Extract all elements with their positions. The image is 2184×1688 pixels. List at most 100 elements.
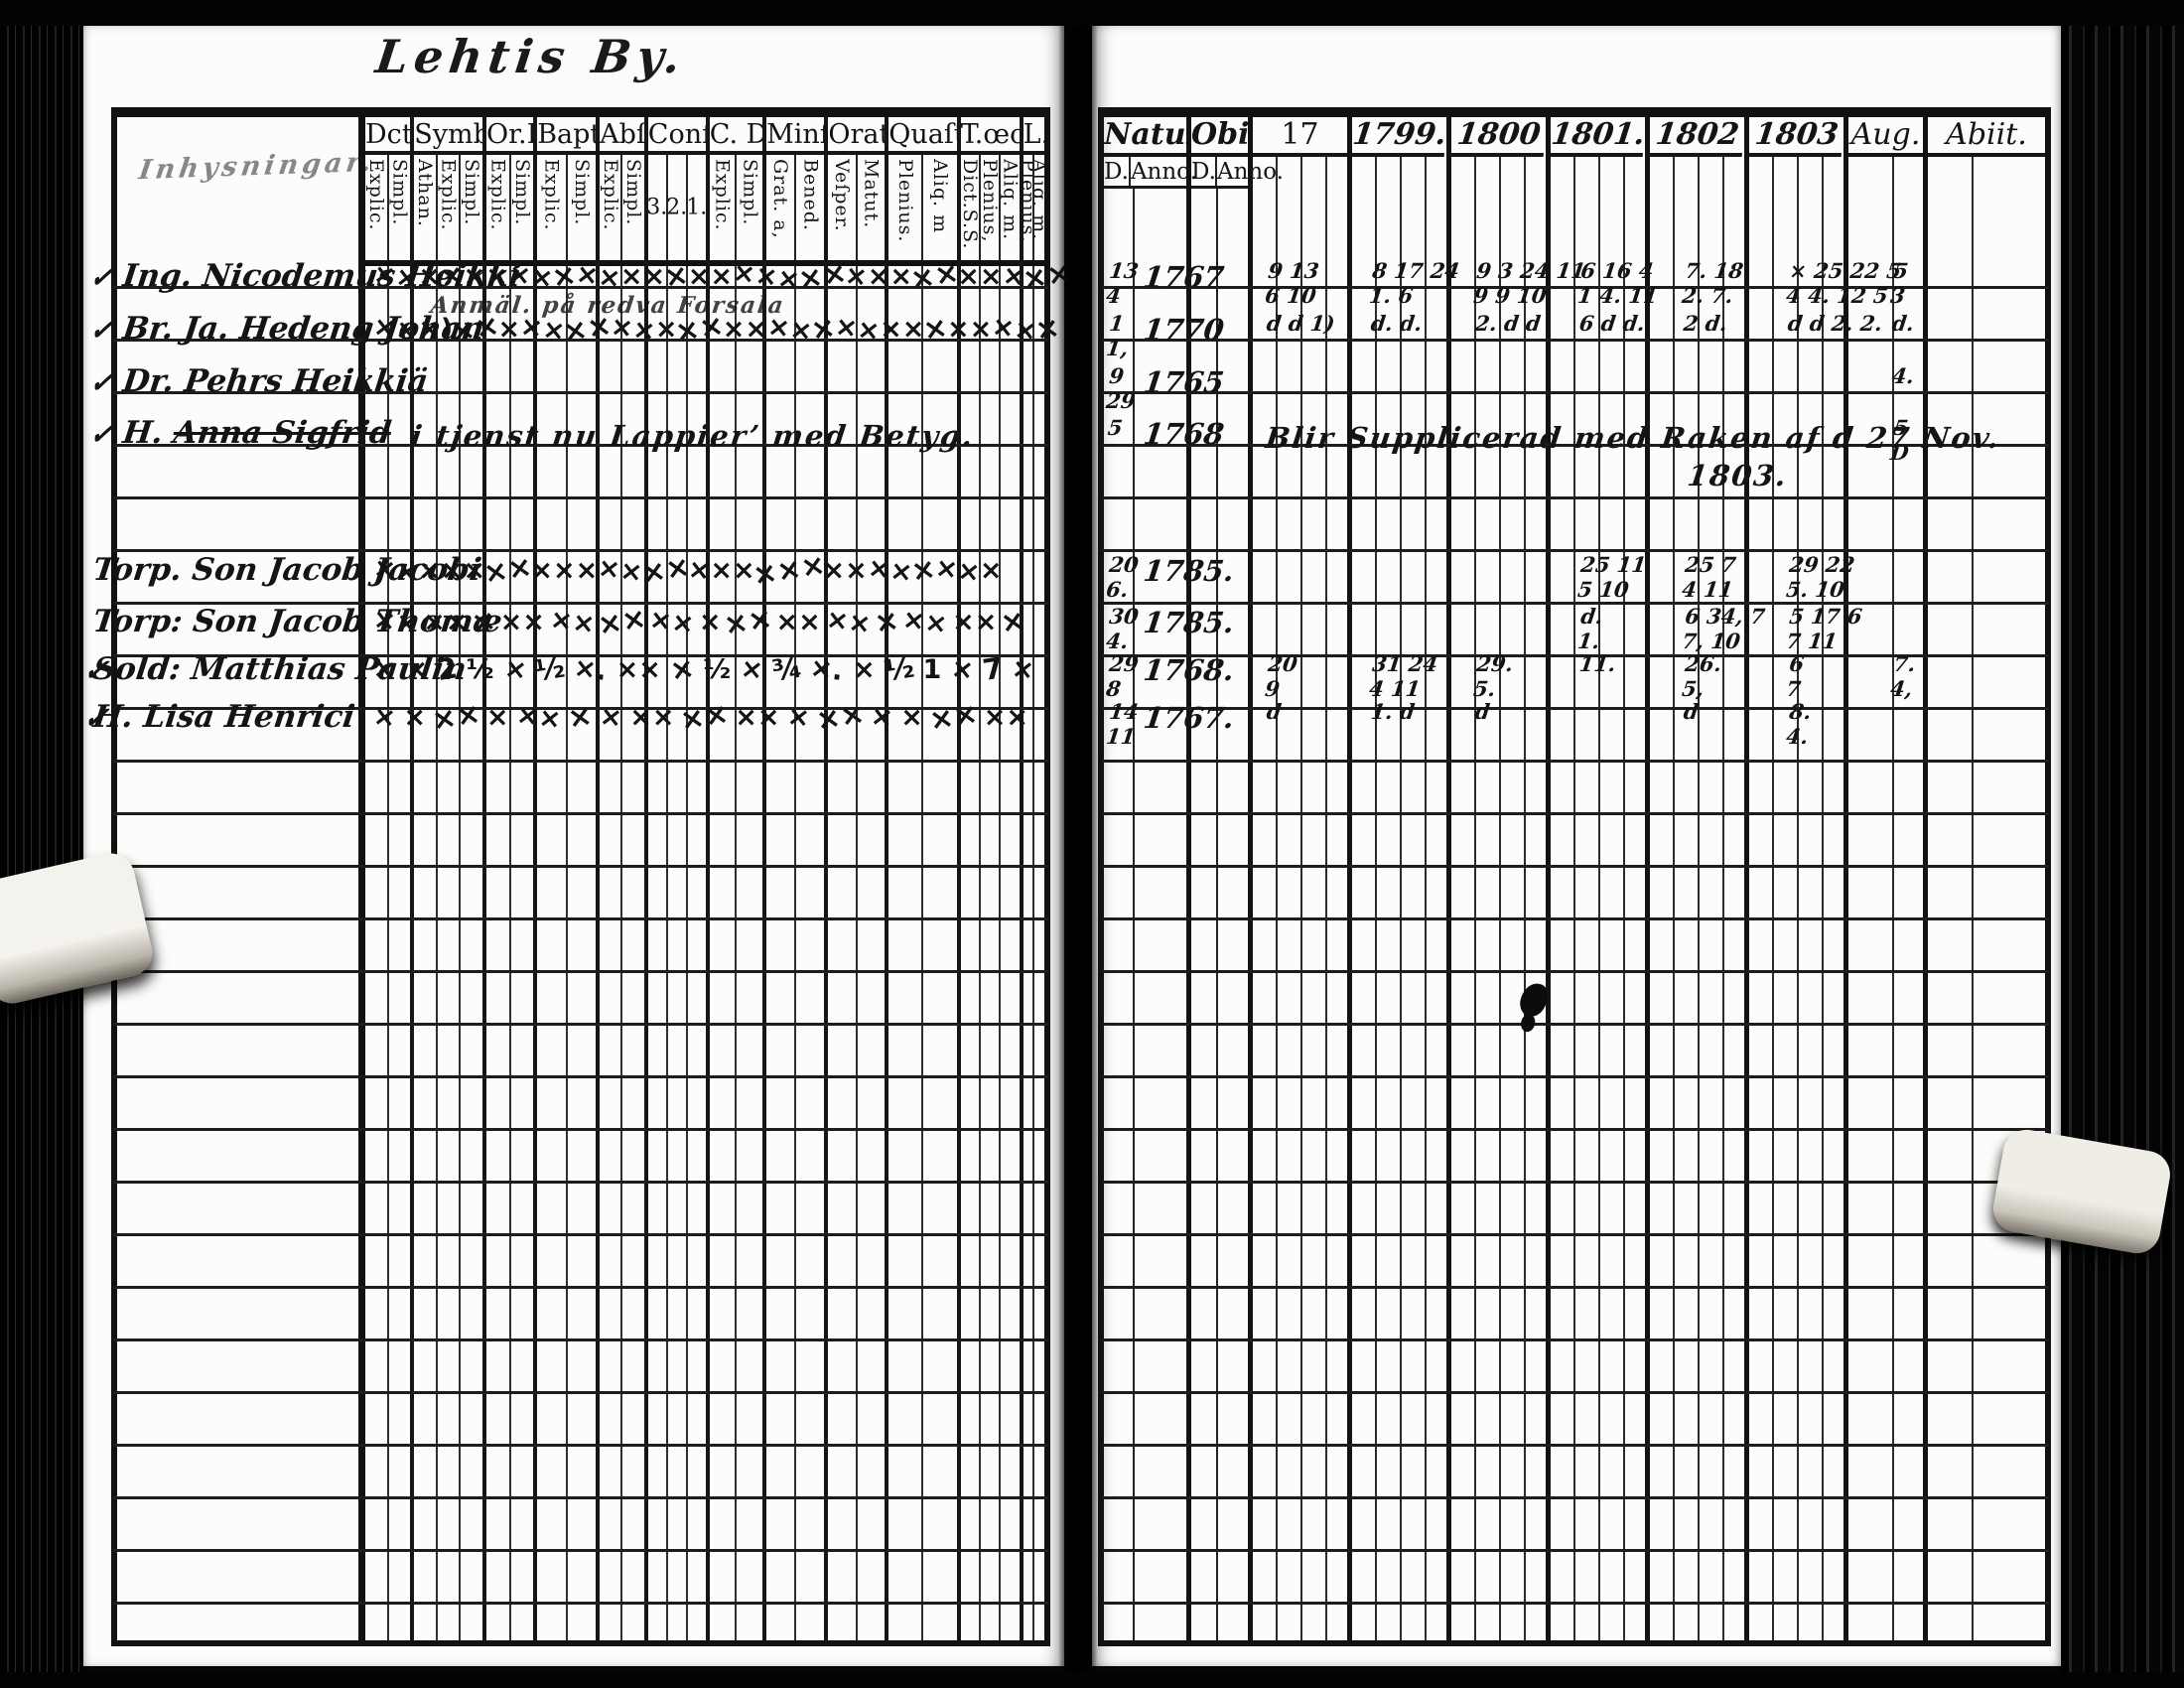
column-group-tc: T.œc. Dict.S.S.Plenius,Aliq. m.: [960, 117, 1024, 1640]
column-subheaders: Veſper. Matut.: [828, 155, 886, 266]
subcolumn-label: 2.: [667, 195, 688, 220]
column-group-conf: Conf.3.2.1.: [647, 117, 710, 1640]
column-group-label: C. D.: [709, 117, 763, 155]
row-checkmark: ✓: [80, 701, 111, 736]
column-body: [1024, 266, 1044, 1640]
grid-cell: [568, 266, 596, 1640]
obiit-column-sublabels: D. Anno.: [1191, 157, 1284, 189]
column-body: [486, 266, 533, 1640]
subcolumn-label: Explic.: [600, 159, 621, 231]
subcolumn-label: Explic.: [437, 159, 460, 231]
abiit-column-body: [1928, 157, 2045, 1640]
natus-column-sub-anno: Anno.: [1130, 159, 1197, 185]
subcolumn: Veſper.: [828, 155, 858, 260]
column-body: [648, 266, 706, 1640]
column-group-l: L. Plenius,Aliq. m.: [1023, 117, 1044, 1640]
column-body: [888, 266, 957, 1640]
right-page: Natus.D.Anno.Obiit.D.Anno.171799.1800180…: [1092, 26, 2061, 1666]
grid-cell: [461, 266, 482, 1640]
subcolumn: Aliq. m: [923, 155, 956, 260]
column-group-orat: Orat. Veſper. Matut.: [828, 117, 889, 1640]
name-column: [117, 117, 365, 1640]
subcolumn: Explic.: [438, 155, 462, 260]
column-body: [365, 266, 410, 1640]
catechism-table: Dct.Explic.Simpl.Symb.Athan.Explic.Simpl…: [111, 107, 1050, 1646]
year-body: [1352, 157, 1446, 1640]
subcolumn-label: 3.: [647, 195, 668, 220]
scan-edge-right: [2059, 0, 2184, 1688]
aug-column-body: [1848, 157, 1923, 1640]
subcolumn-label: Bened.: [799, 159, 822, 231]
subcolumn: Explic.: [365, 155, 389, 260]
natus-column-sub-d: D.: [1104, 157, 1131, 186]
subcolumn-label: Explic.: [711, 159, 734, 231]
column-body: [710, 266, 762, 1640]
column-subheaders: Grat. a, Bened.: [766, 155, 825, 266]
subcolumn-label: Matut.: [860, 159, 883, 229]
subcolumn-label: Simpl.: [461, 159, 482, 226]
grid-cell: [1001, 266, 1019, 1640]
grid-cell: [438, 266, 462, 1640]
subcolumn: Explic.: [600, 155, 623, 260]
grid-cell: [828, 266, 858, 1640]
subcolumn-label: Simpl.: [570, 159, 593, 226]
year-column-1801: 1801.: [1548, 117, 1650, 1640]
grid-cell: [737, 266, 762, 1640]
subcolumn-label: Veſper.: [831, 159, 854, 232]
grid-cell: [511, 266, 534, 1640]
subcolumn-label: Plenius.: [893, 159, 916, 243]
column-group-dct: Dct.Explic.Simpl.: [365, 117, 415, 1640]
subcolumn-label: Plenius,: [1023, 159, 1035, 243]
subcolumn-label: Explic.: [365, 159, 387, 231]
subcolumn-label: 1.: [687, 195, 706, 220]
subcolumn-label: Aliq. m.: [1001, 159, 1020, 241]
year-label: 1803: [1746, 117, 1846, 157]
grid-cell: [622, 266, 643, 1640]
subcolumn: Grat. a,: [766, 155, 797, 260]
subcolumn: 1.: [688, 155, 706, 260]
column-group-label: Conf.: [647, 117, 706, 155]
subcolumn: Aliq. m.: [1001, 155, 1019, 260]
grid-cell: [1024, 266, 1035, 1640]
natus-column: Natus.D.Anno.: [1104, 117, 1197, 1640]
grid-cell: [888, 266, 924, 1640]
column-group-label: Abſ.: [600, 117, 644, 155]
column-body: [766, 266, 824, 1640]
subcolumn: Aliq. m.: [1034, 155, 1044, 260]
column-subheaders: Explic. Simpl.: [537, 155, 597, 266]
grid-cell: [1034, 266, 1044, 1640]
column-group-label: L.: [1023, 117, 1044, 155]
column-group-orl: Or.LExplic.Simpl.: [485, 117, 538, 1640]
subcolumn-label: Plenius,: [981, 159, 1002, 243]
natus-column-label: Natus.: [1104, 117, 1186, 157]
subcolumn-label: Simpl.: [739, 159, 761, 226]
column-subheaders: Plenius. Aliq. m: [888, 155, 957, 266]
book-gutter: [1058, 26, 1098, 1672]
subcolumn: Simpl.: [622, 155, 643, 260]
village-title: Lehtis By.: [372, 30, 690, 83]
subcolumn: Matut.: [858, 155, 885, 260]
grid-cell: [858, 266, 885, 1640]
subcolumn: Explic.: [486, 155, 511, 260]
year-body: [1451, 157, 1546, 1640]
subcolumn: Simpl.: [737, 155, 762, 260]
subcolumn: Explic.: [537, 155, 568, 260]
subcolumn-label: Explic.: [540, 159, 563, 231]
natus-column-sublabels: D. Anno.: [1104, 157, 1197, 189]
year-label: 1799.: [1349, 117, 1449, 157]
book-spine-left: [0, 0, 85, 1688]
column-group-bapt: Bapt: Explic. Simpl.: [537, 117, 601, 1640]
subcolumn-label: Dict.S.S.: [960, 159, 981, 250]
column-body: [600, 266, 644, 1640]
subcolumn: Bened.: [796, 155, 824, 260]
column-subheaders: 3.2.1.: [647, 155, 706, 266]
subcolumn: Plenius,: [1024, 155, 1035, 260]
scan-border-bottom: [0, 1672, 2184, 1688]
column-group-label: T.œc.: [960, 117, 1020, 155]
column-body: [828, 266, 885, 1640]
column-group-label: Bapt:: [537, 117, 597, 155]
subcolumn: Plenius,: [981, 155, 1002, 260]
subcolumn: Dict.S.S.: [960, 155, 982, 260]
column-subheaders: Explic. Simpl.: [365, 155, 410, 266]
